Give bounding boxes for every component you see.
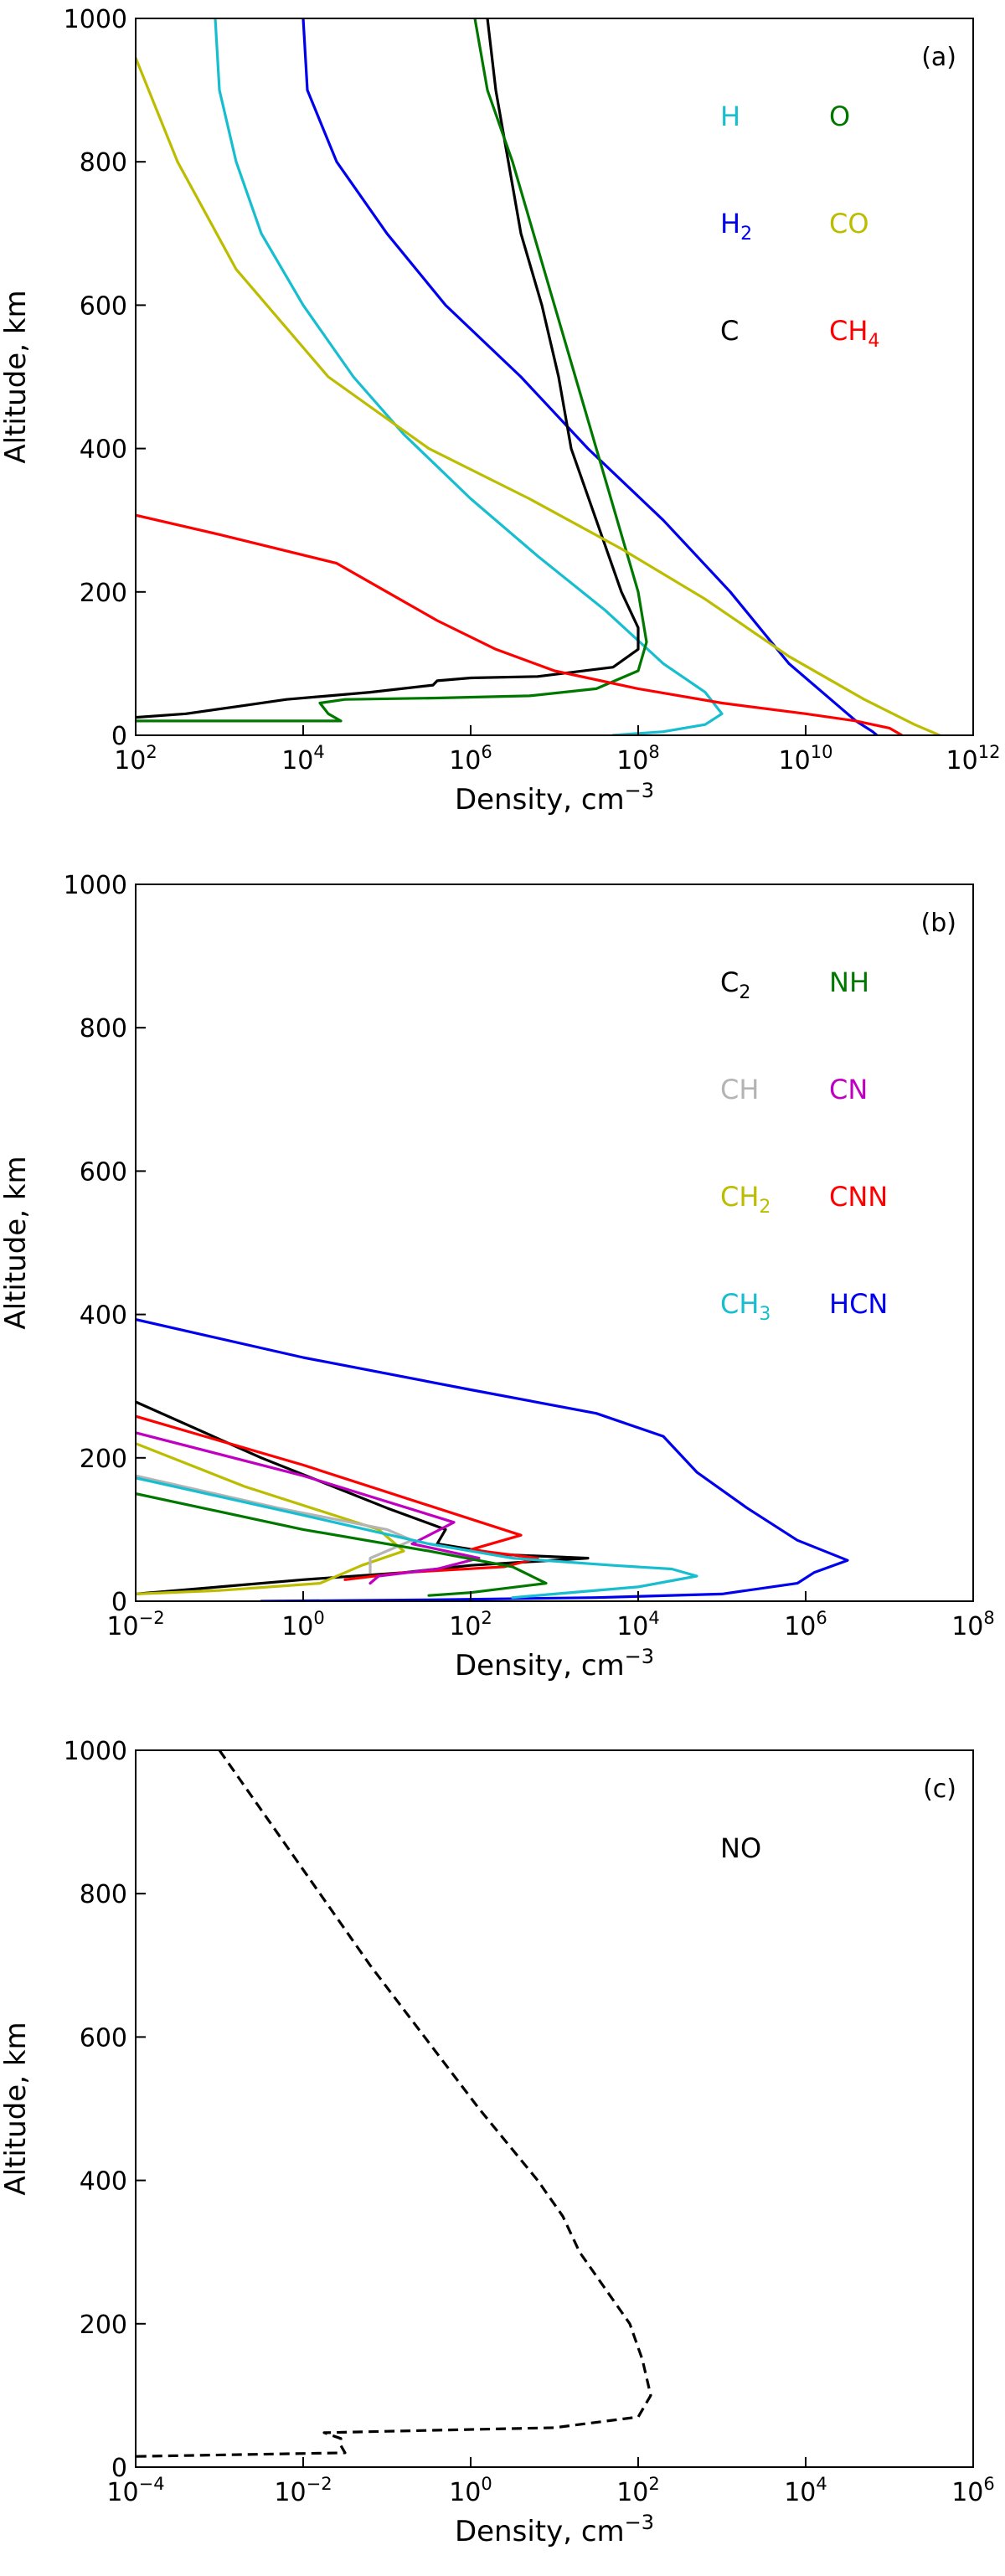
plot-frame bbox=[135, 884, 974, 1602]
y-tick-label: 0 bbox=[111, 722, 127, 751]
y-tick-label: 1000 bbox=[64, 1737, 127, 1766]
panel-label: (c) bbox=[923, 1775, 956, 1804]
x-tick-label: 1012 bbox=[946, 742, 1001, 775]
series-line-h2 bbox=[302, 18, 879, 735]
y-tick-label: 1000 bbox=[64, 5, 127, 34]
legend: C2 NH CH CN CH2 CNN CH3 HCN bbox=[720, 966, 888, 1325]
legend-entry: C2 bbox=[720, 966, 750, 1003]
y-tick-label: 200 bbox=[80, 1445, 127, 1474]
x-tick-label: 100 bbox=[281, 1608, 325, 1641]
series-line-o bbox=[136, 18, 648, 723]
x-tick-label: 108 bbox=[951, 1608, 995, 1641]
y-tick-label: 400 bbox=[80, 1301, 127, 1331]
series-line-cn bbox=[136, 1431, 481, 1585]
x-tick-label: 102 bbox=[616, 2474, 660, 2507]
x-axis-label: Density, cm−3 bbox=[455, 2511, 654, 2548]
y-tick-label: 200 bbox=[80, 2311, 127, 2340]
x-axis-label: Density, cm−3 bbox=[455, 1645, 654, 1682]
series-line-cnn bbox=[136, 1414, 539, 1581]
x-tick-label: 106 bbox=[951, 2474, 995, 2507]
plot-frame bbox=[135, 1749, 974, 2468]
legend-entry: NO bbox=[720, 1832, 761, 1864]
x-tick-label: 106 bbox=[449, 742, 492, 775]
y-tick-label: 600 bbox=[80, 2023, 127, 2053]
series-group bbox=[136, 18, 941, 735]
series-group bbox=[136, 1750, 652, 2458]
y-tick-label: 800 bbox=[80, 1880, 127, 1909]
y-tick-label: 800 bbox=[80, 1014, 127, 1043]
legend-entry: CNN bbox=[829, 1181, 888, 1213]
legend-entry: NH bbox=[829, 966, 869, 998]
x-tick-label: 10−2 bbox=[106, 1608, 164, 1641]
y-tick-label: 400 bbox=[80, 435, 127, 465]
series-line-co bbox=[136, 56, 941, 735]
y-tick-label: 0 bbox=[111, 2454, 127, 2483]
x-tick-label: 108 bbox=[616, 742, 660, 775]
legend-entry: CH bbox=[720, 1074, 759, 1105]
chart-panel-a: 102 104 106 108 1010 1012 0 200 400 600 800 1000 Den… bbox=[0, 5, 1000, 817]
legend: H O H2 CO C CH4 bbox=[720, 100, 879, 352]
x-tick-label: 102 bbox=[114, 742, 157, 775]
x-tick-label: 106 bbox=[784, 1608, 827, 1641]
legend-entry: HCN bbox=[829, 1288, 888, 1320]
y-tick-label: 600 bbox=[80, 1157, 127, 1187]
x-tick-label: 104 bbox=[281, 742, 325, 775]
y-axis-label: Altitude, km bbox=[0, 2022, 33, 2195]
y-tick-label: 200 bbox=[80, 579, 127, 608]
legend-entry: H bbox=[720, 100, 740, 132]
y-axis-label: Altitude, km bbox=[0, 1156, 33, 1329]
x-tick-label: 102 bbox=[449, 1608, 492, 1641]
y-tick-label: 400 bbox=[80, 2167, 127, 2197]
y-tick-label: 1000 bbox=[64, 871, 127, 900]
series-line-c bbox=[136, 18, 640, 719]
series-line-ch bbox=[136, 1474, 414, 1574]
series-line-ch2 bbox=[136, 1442, 405, 1595]
series-line-no bbox=[136, 1750, 652, 2458]
y-tick-label: 800 bbox=[80, 148, 127, 178]
series-line-ch3 bbox=[136, 1476, 698, 1600]
series-group bbox=[136, 1318, 849, 1601]
legend-entry: CN bbox=[829, 1074, 868, 1105]
x-tick-label: 104 bbox=[616, 1608, 660, 1641]
y-axis-label: Altitude, km bbox=[0, 290, 33, 463]
chart-panel-c: 10−4 10−2 100 102 104 106 0 200 400 600 800 1000 Den… bbox=[0, 1737, 995, 2548]
panel-label: (a) bbox=[921, 43, 956, 72]
x-tick-label: 100 bbox=[449, 2474, 492, 2507]
series-line-h bbox=[214, 18, 724, 735]
legend-entry: CO bbox=[829, 208, 869, 240]
legend-entry: CH4 bbox=[829, 315, 879, 352]
y-tick-label: 600 bbox=[80, 291, 127, 321]
legend-entry: CH3 bbox=[720, 1288, 770, 1325]
x-axis-label: Density, cm−3 bbox=[455, 779, 654, 817]
legend-entry: C bbox=[720, 315, 739, 347]
x-tick-label: 10−2 bbox=[274, 2474, 332, 2507]
legend: NO bbox=[720, 1832, 761, 1864]
x-tick-label: 10−4 bbox=[106, 2474, 164, 2507]
plot-frame bbox=[135, 18, 974, 736]
x-tick-label: 1010 bbox=[779, 742, 833, 775]
chart-panel-b: 10−2 100 102 104 106 108 0 200 400 600 800 1000 Dens… bbox=[0, 871, 995, 1682]
x-tick-label: 104 bbox=[784, 2474, 827, 2507]
legend-entry: CH2 bbox=[720, 1181, 770, 1218]
panel-label: (b) bbox=[921, 909, 956, 938]
legend-entry: H2 bbox=[720, 208, 752, 245]
y-tick-label: 0 bbox=[111, 1588, 127, 1617]
series-line-c2 bbox=[136, 1400, 590, 1595]
series-line-ch4 bbox=[136, 513, 904, 735]
legend-entry: O bbox=[829, 100, 850, 132]
